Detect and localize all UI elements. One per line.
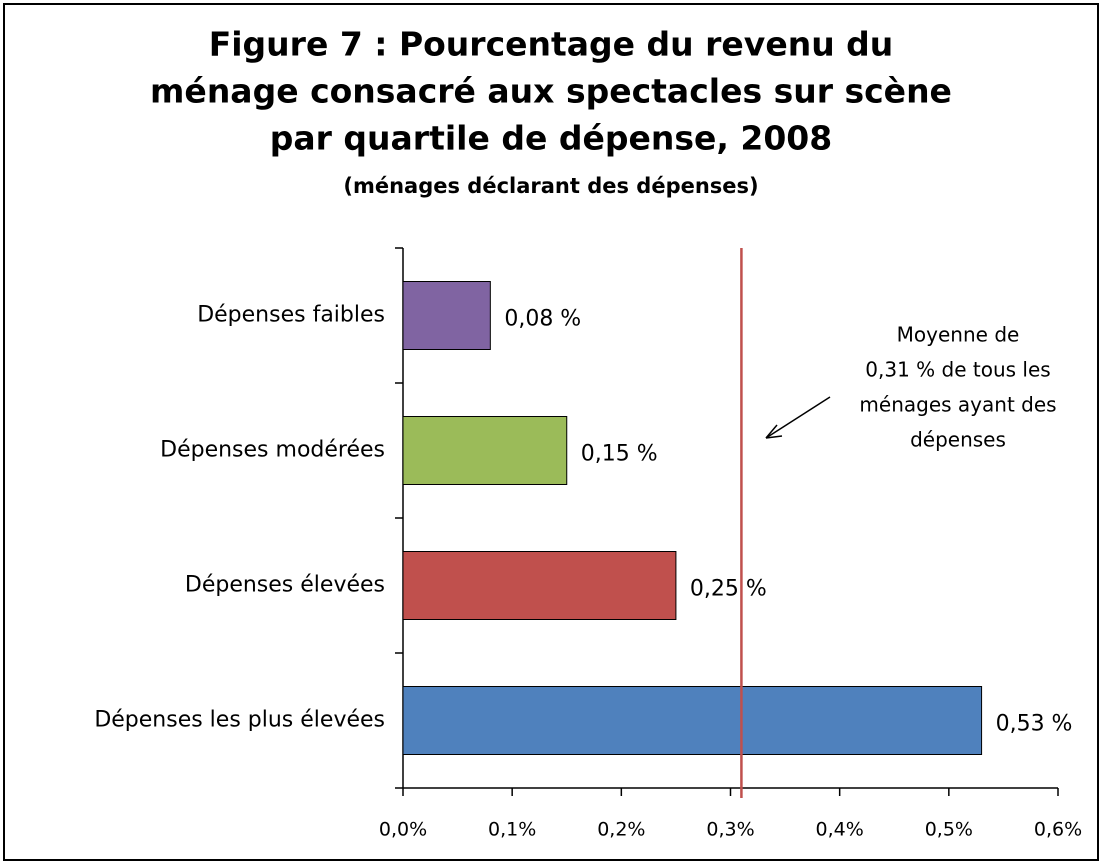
bar [402,686,983,755]
bar [402,551,677,620]
value-label: 0,53 % [996,712,1073,737]
value-label: 0,15 % [581,442,658,467]
x-tick-label: 0,0% [379,819,427,841]
x-tick-label: 0,6% [1034,819,1082,841]
chart-title: ménage consacré aux spectacles sur scène [150,72,952,111]
x-tick-label: 0,1% [488,819,536,841]
value-label: 0,25 % [690,577,767,602]
value-label: 0,08 % [504,307,581,332]
chart-title: par quartile de dépense, 2008 [270,119,832,158]
annotation-arrowhead [765,424,783,439]
x-tick-label: 0,4% [816,819,864,841]
bar [402,416,568,485]
x-tick-label: 0,5% [925,819,973,841]
y-tick-label: Dépenses les plus élevées [94,708,385,733]
annotation: Moyenne de [897,323,1020,347]
y-tick-label: Dépenses élevées [185,573,385,598]
x-tick-label: 0,3% [706,819,754,841]
x-tick-label: 0,2% [597,819,645,841]
chart-subtitle: (ménages déclarant des dépenses) [343,174,758,198]
y-tick-label: Dépenses modérées [160,438,385,463]
chart-title: Figure 7 : Pourcentage du revenu du [209,25,894,64]
y-tick-label: Dépenses faibles [197,303,385,328]
annotation: ménages ayant des [859,393,1056,417]
annotation-arrow [765,396,831,439]
annotation: 0,31 % de tous les [865,358,1050,382]
bar [402,281,491,350]
annotation: dépenses [910,428,1006,452]
